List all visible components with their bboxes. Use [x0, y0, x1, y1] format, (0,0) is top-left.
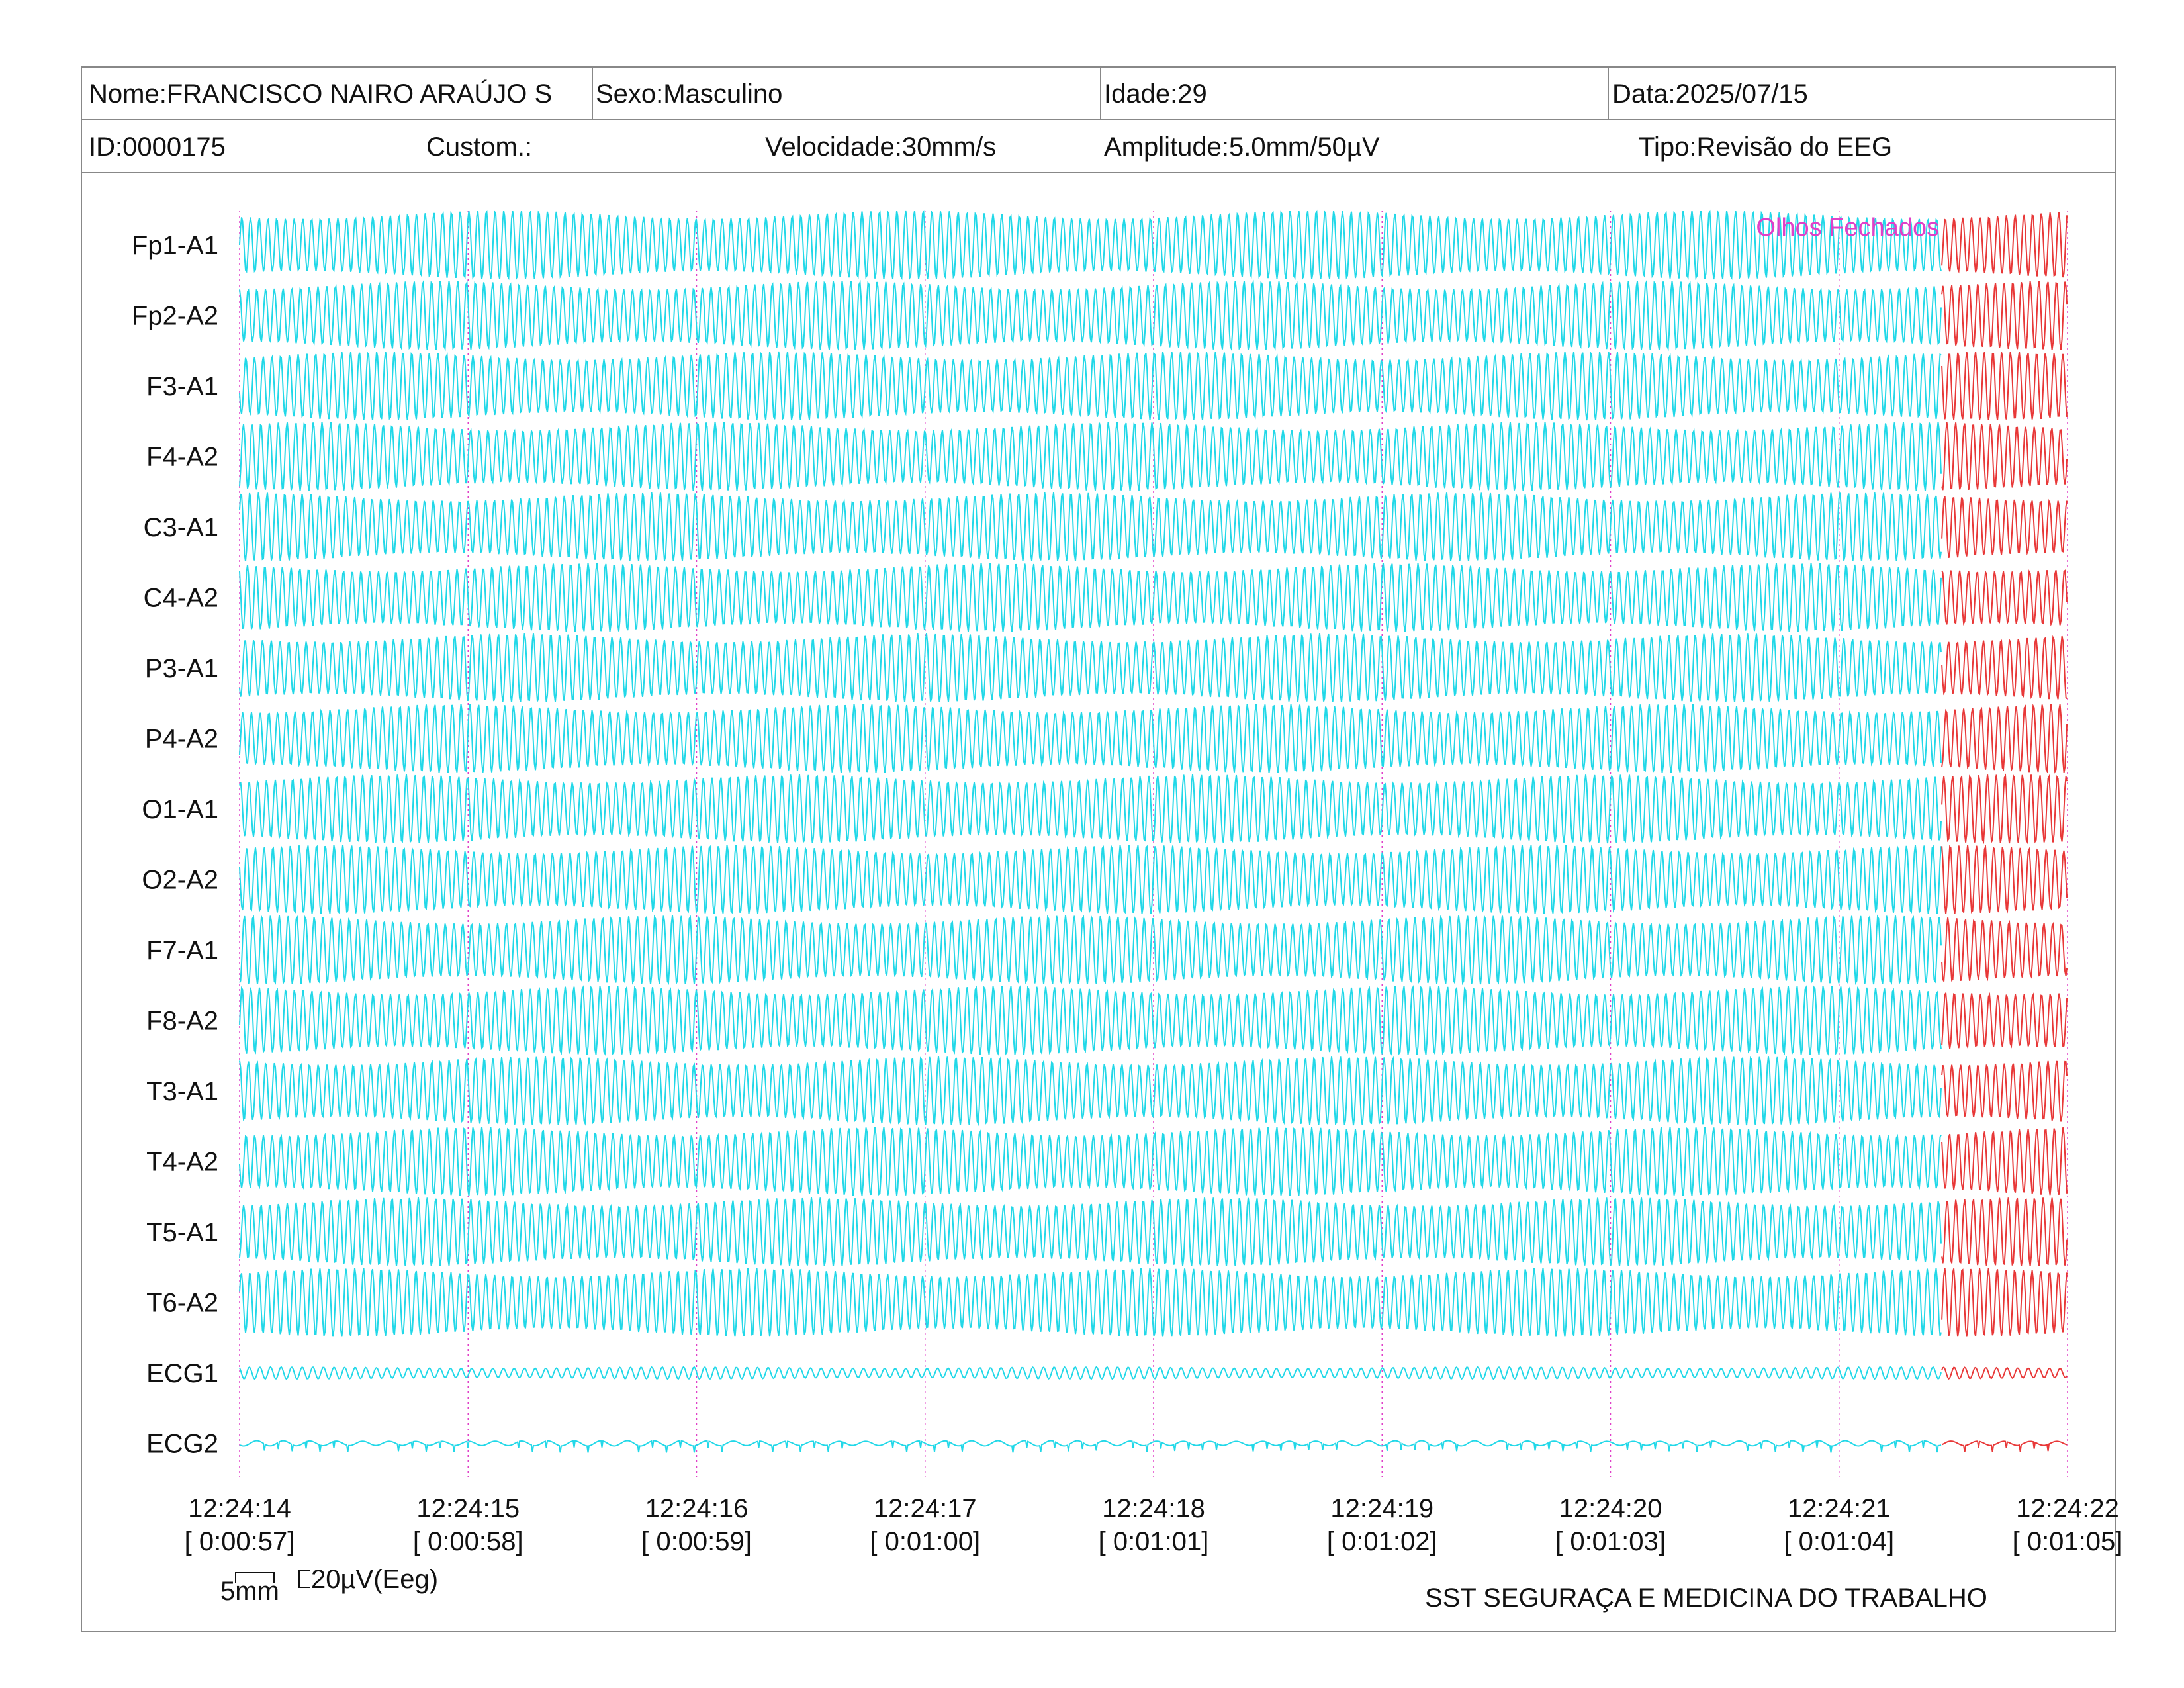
channel-label: F8-A2 [146, 1007, 218, 1036]
channel-label: Fp2-A2 [132, 302, 218, 331]
patient-age: Idade:29 [1104, 79, 1207, 109]
channel-trace-highlight [1941, 917, 2068, 982]
patient-name: Nome:FRANCISCO NAIRO ARAÚJO S [89, 79, 553, 109]
scale-amplitude-label: 20µV(Eeg) [311, 1565, 439, 1594]
elapsed-tick-label: [ 0:01:04] [1784, 1527, 1894, 1556]
company-name: SST SEGURAÇA E MEDICINA DO TRABALHO [1425, 1583, 1987, 1613]
channel-trace [239, 1268, 1942, 1337]
channel-trace [239, 1366, 1942, 1380]
elapsed-tick-label: [ 0:01:00] [870, 1527, 980, 1556]
channel-label: ECG1 [146, 1359, 218, 1388]
channel-trace-highlight [1941, 1268, 2068, 1337]
channel-trace-highlight [1941, 1197, 2068, 1267]
time-tick-label: 12:24:20 [1559, 1494, 1662, 1523]
time-tick-label: 12:24:18 [1102, 1494, 1205, 1523]
channel-trace [239, 984, 1942, 1056]
patient-sex: Sexo:Masculino [596, 79, 783, 109]
channel-label: P3-A1 [145, 654, 218, 683]
report-frame: Nome:FRANCISCO NAIRO ARAÚJO S Sexo:Mascu… [81, 66, 2116, 1632]
speed-setting: Velocidade:30mm/s [765, 132, 997, 162]
elapsed-tick-label: [ 0:00:59] [641, 1527, 752, 1556]
exam-date: Data:2025/07/15 [1612, 79, 1808, 109]
time-tick-label: 12:24:19 [1330, 1494, 1433, 1523]
channel-trace [239, 1197, 1942, 1267]
channel-trace-highlight [1941, 992, 2068, 1050]
channel-trace [239, 279, 1942, 352]
elapsed-tick-label: [ 0:00:58] [413, 1527, 523, 1556]
time-tick-label: 12:24:21 [1788, 1494, 1891, 1523]
channel-trace [239, 633, 1942, 703]
channel-trace-highlight [1941, 422, 2068, 491]
channel-trace-highlight [1941, 635, 2068, 700]
channel-trace-highlight [1941, 844, 2068, 914]
elapsed-tick-label: [ 0:01:03] [1555, 1527, 1666, 1556]
elapsed-tick-label: [ 0:01:01] [1099, 1527, 1209, 1556]
channel-trace [239, 1440, 1942, 1453]
time-tick-label: 12:24:22 [2016, 1494, 2119, 1523]
channel-label: T4-A2 [146, 1148, 218, 1177]
channel-trace-highlight [1941, 496, 2068, 558]
channel-label: O1-A1 [142, 795, 218, 824]
header-row-2: ID:0000175 Custom.: Velocidade:30mm/s Am… [82, 120, 2115, 173]
channel-trace [239, 492, 1942, 562]
scale-time-label: 5mm [220, 1577, 279, 1606]
channel-trace [239, 1055, 1942, 1127]
channel-trace [239, 774, 1942, 844]
channel-trace [239, 914, 1942, 986]
channel-label: T6-A2 [146, 1289, 218, 1318]
channel-trace-highlight [1941, 352, 2068, 421]
time-scale-bar [235, 1572, 275, 1583]
elapsed-tick-label: [ 0:00:57] [185, 1527, 295, 1556]
channel-trace [239, 209, 1942, 281]
channel-trace-highlight [1941, 1366, 2068, 1380]
channel-label: C3-A1 [144, 513, 218, 542]
channel-trace-highlight [1941, 704, 2068, 774]
header-divider [1608, 68, 1609, 119]
channel-label: F7-A1 [146, 936, 218, 965]
header-row-1: Nome:FRANCISCO NAIRO ARAÚJO S Sexo:Mascu… [82, 68, 2115, 120]
amplitude-setting: Amplitude:5.0mm/50µV [1104, 132, 1380, 162]
channel-trace-highlight [1941, 1440, 2068, 1452]
time-tick-label: 12:24:14 [188, 1494, 291, 1523]
channel-label: T5-A1 [146, 1218, 218, 1247]
channel-label: O2-A2 [142, 866, 218, 895]
channel-trace-highlight [1941, 773, 2068, 845]
channel-label: Fp1-A1 [132, 231, 218, 260]
channel-trace [239, 1127, 1942, 1196]
channel-trace [239, 351, 1942, 421]
header-divider [1100, 68, 1101, 119]
channel-trace-highlight [1941, 569, 2068, 627]
time-tick-label: 12:24:15 [416, 1494, 520, 1523]
annotation-label: Olhos Fechados [1756, 214, 1939, 242]
custom-field: Custom.: [426, 132, 533, 162]
channel-label: F3-A1 [146, 372, 218, 401]
header-divider [592, 68, 593, 119]
time-tick-label: 12:24:17 [874, 1494, 977, 1523]
elapsed-tick-label: [ 0:01:02] [1327, 1527, 1437, 1556]
channel-trace-highlight [1941, 1127, 2068, 1196]
channel-trace-highlight [1941, 212, 2068, 278]
patient-id: ID:0000175 [89, 132, 226, 162]
channel-trace [239, 563, 1942, 632]
channel-label: F4-A2 [146, 443, 218, 472]
channel-label: T3-A1 [146, 1077, 218, 1106]
channel-label: C4-A2 [144, 584, 218, 613]
elapsed-tick-label: [ 0:01:05] [2013, 1527, 2123, 1556]
channel-label: P4-A2 [145, 725, 218, 754]
channel-trace [239, 422, 1942, 491]
channel-trace-highlight [1941, 281, 2068, 350]
exam-type: Tipo:Revisão do EEG [1639, 132, 1893, 162]
channel-trace [239, 704, 1942, 773]
channel-trace [239, 843, 1942, 915]
channel-trace-highlight [1941, 1060, 2068, 1122]
amplitude-scale-bar [298, 1570, 310, 1588]
time-tick-label: 12:24:16 [645, 1494, 749, 1523]
channel-label: ECG2 [146, 1430, 218, 1459]
